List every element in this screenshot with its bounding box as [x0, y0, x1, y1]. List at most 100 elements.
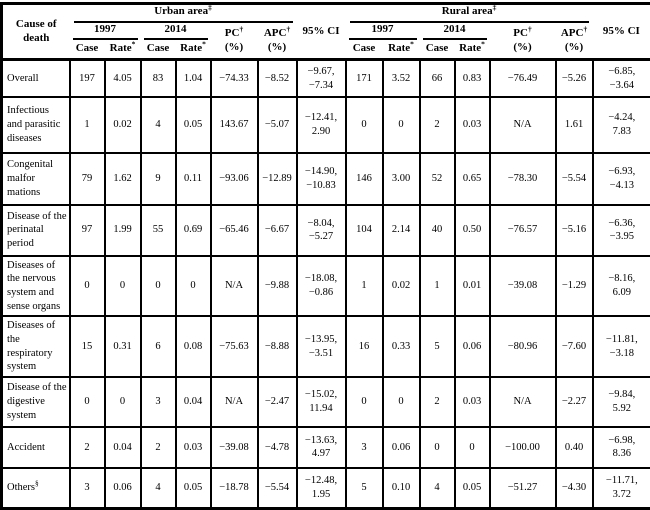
value-cell: 0.06 — [383, 427, 420, 468]
ci-cell: −8.04, −5.27 — [297, 205, 346, 256]
value-cell: −8.52 — [258, 60, 297, 97]
value-cell: 0.10 — [383, 468, 420, 509]
rural-1997-case-header: Case — [346, 40, 383, 60]
value-cell: −93.06 — [211, 153, 258, 205]
value-cell: 0 — [141, 256, 176, 317]
value-cell: 0 — [383, 377, 420, 427]
value-cell: 66 — [420, 60, 455, 97]
urban-ci-header: 95% CI — [297, 4, 346, 60]
value-cell: 0 — [70, 256, 105, 317]
urban-area-header: Urban area‡ — [70, 4, 297, 23]
value-cell: 1.61 — [556, 97, 593, 153]
paper-table-page: Cause of death Urban area‡ 95% CI Rural … — [0, 0, 650, 498]
value-cell: 1 — [420, 256, 455, 317]
value-cell: 3.52 — [383, 60, 420, 97]
urban-year-1997-header: 1997 — [70, 23, 141, 40]
cause-cell: Diseases of the respiratory system — [2, 316, 70, 377]
urban-1997-case-header: Case — [70, 40, 105, 60]
ci-cell: −15.02, 11.94 — [297, 377, 346, 427]
value-cell: 1 — [70, 97, 105, 153]
value-cell: 0.05 — [176, 97, 211, 153]
value-cell: −100.00 — [490, 427, 556, 468]
urban-area-footnote-mark: ‡ — [208, 2, 212, 11]
value-cell: 0.65 — [455, 153, 490, 205]
value-cell: 0.05 — [176, 468, 211, 509]
value-cell: 3 — [141, 377, 176, 427]
value-cell: −76.57 — [490, 205, 556, 256]
value-cell: 79 — [70, 153, 105, 205]
value-cell: 5 — [346, 468, 383, 509]
value-cell: 0.31 — [105, 316, 141, 377]
value-cell: −5.07 — [258, 97, 297, 153]
value-cell: 0 — [105, 377, 141, 427]
value-cell: 55 — [141, 205, 176, 256]
rural-pc-header: PC†(%) — [490, 23, 556, 60]
value-cell: 0 — [455, 427, 490, 468]
rural-area-label: Rural area — [442, 5, 493, 17]
urban-area-label: Urban area — [154, 5, 208, 17]
ci-cell: −8.16, 6.09 — [593, 256, 650, 317]
value-cell: 4 — [141, 97, 176, 153]
value-cell: 0.03 — [455, 97, 490, 153]
rural-2014-case-header: Case — [420, 40, 455, 60]
ci-cell: −13.63, 4.97 — [297, 427, 346, 468]
value-cell: −7.60 — [556, 316, 593, 377]
value-cell: 143.67 — [211, 97, 258, 153]
value-cell: −65.46 — [211, 205, 258, 256]
value-cell: N/A — [490, 97, 556, 153]
urban-1997-rate-header: Rate* — [105, 40, 141, 60]
value-cell: −1.29 — [556, 256, 593, 317]
urban-2014-rate-header: Rate* — [176, 40, 211, 60]
ci-cell: −18.08, −0.86 — [297, 256, 346, 317]
value-cell: N/A — [211, 256, 258, 317]
value-cell: 0 — [346, 377, 383, 427]
urban-2014-case-header: Case — [141, 40, 176, 60]
rural-2014-rate-header: Rate* — [455, 40, 490, 60]
cause-cell: Congenital malfor mations — [2, 153, 70, 205]
value-cell: −5.54 — [556, 153, 593, 205]
ci-cell: −9.84, 5.92 — [593, 377, 650, 427]
value-cell: 0 — [70, 377, 105, 427]
value-cell: −2.27 — [556, 377, 593, 427]
value-cell: 104 — [346, 205, 383, 256]
value-cell: −2.47 — [258, 377, 297, 427]
value-cell: 15 — [70, 316, 105, 377]
cause-cell: Disease of the digestive system — [2, 377, 70, 427]
value-cell: 0.04 — [176, 377, 211, 427]
value-cell: 171 — [346, 60, 383, 97]
value-cell: −74.33 — [211, 60, 258, 97]
value-cell: 1 — [346, 256, 383, 317]
cause-cell: Others§ — [2, 468, 70, 509]
value-cell: 146 — [346, 153, 383, 205]
value-cell: −5.26 — [556, 60, 593, 97]
value-cell: −39.08 — [490, 256, 556, 317]
value-cell: 1.04 — [176, 60, 211, 97]
value-cell: −18.78 — [211, 468, 258, 509]
value-cell: 197 — [70, 60, 105, 97]
value-cell: 2 — [420, 97, 455, 153]
rural-area-header: Rural area‡ — [346, 4, 593, 23]
value-cell: 0.69 — [176, 205, 211, 256]
cause-cell: Disease of the perinatal period — [2, 205, 70, 256]
ci-cell: −4.24, 7.83 — [593, 97, 650, 153]
value-cell: 40 — [420, 205, 455, 256]
value-cell: 2 — [70, 427, 105, 468]
rural-year-1997-header: 1997 — [346, 23, 420, 40]
value-cell: 0.33 — [383, 316, 420, 377]
value-cell: 0.03 — [455, 377, 490, 427]
value-cell: 0 — [176, 256, 211, 317]
value-cell: 0 — [105, 256, 141, 317]
value-cell: N/A — [211, 377, 258, 427]
table-row: Diseases of the nervous system and sense… — [2, 256, 650, 317]
value-cell: 0.01 — [455, 256, 490, 317]
cause-cell: Diseases of the nervous system and sense… — [2, 256, 70, 317]
value-cell: −39.08 — [211, 427, 258, 468]
ci-cell: −6.36, −3.95 — [593, 205, 650, 256]
